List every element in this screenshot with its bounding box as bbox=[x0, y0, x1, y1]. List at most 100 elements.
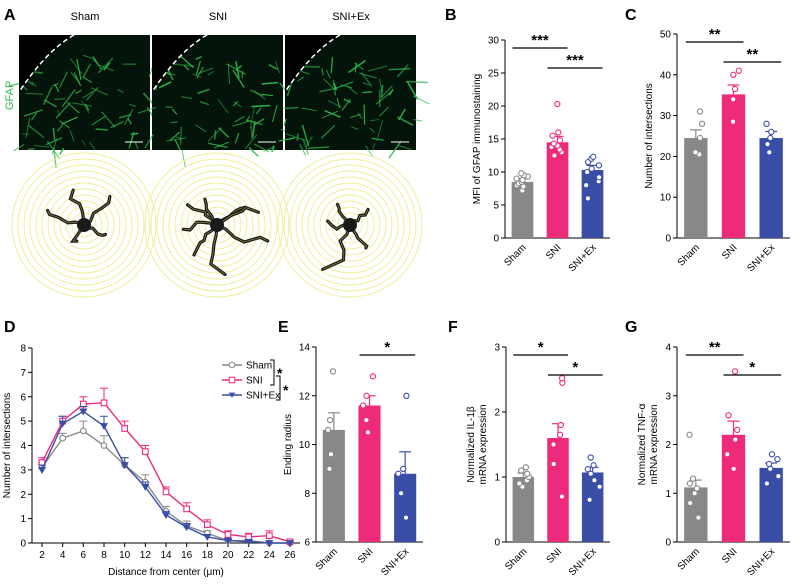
significance-stars: * bbox=[538, 339, 544, 356]
significance-bracket bbox=[270, 359, 275, 386]
bar-sni-ex bbox=[759, 138, 783, 238]
gfap-fiber bbox=[69, 129, 75, 142]
data-point bbox=[326, 416, 334, 424]
gfap-fiber bbox=[301, 107, 317, 112]
y-tick-label: 3 bbox=[494, 343, 500, 354]
data-point bbox=[100, 399, 108, 407]
data-point bbox=[591, 477, 598, 484]
sholl-ring bbox=[325, 200, 375, 250]
panel-label-g: G bbox=[625, 319, 637, 336]
data-point bbox=[695, 514, 702, 521]
data-point bbox=[100, 442, 108, 449]
gfap-fiber bbox=[28, 124, 45, 139]
panel-label-c: C bbox=[625, 7, 637, 24]
y-tick-label: 1 bbox=[20, 514, 26, 525]
y-axis-label-line-2: mRNA expression bbox=[649, 404, 660, 484]
x-tick-label: Sham bbox=[502, 242, 528, 268]
bar-sni-ex bbox=[759, 467, 783, 542]
gfap-fiber bbox=[25, 92, 44, 95]
gfap-fiber bbox=[336, 98, 341, 109]
sholl-ring bbox=[168, 176, 266, 274]
data-point bbox=[686, 431, 693, 438]
series-line bbox=[41, 410, 290, 544]
gfap-fiber bbox=[405, 80, 428, 84]
panel-label-d: D bbox=[4, 319, 16, 336]
significance-stars: * bbox=[749, 359, 755, 376]
y-tick-label: 4 bbox=[665, 343, 671, 354]
gfap-fiber bbox=[227, 64, 230, 84]
bar-sni bbox=[547, 438, 569, 542]
data-point bbox=[183, 505, 191, 513]
data-point bbox=[58, 420, 67, 428]
gfap-fiber bbox=[195, 124, 207, 133]
data-point bbox=[203, 521, 211, 529]
data-point bbox=[730, 96, 737, 103]
gfap-fiber bbox=[61, 89, 76, 107]
data-point bbox=[595, 174, 603, 181]
gfap-fiber bbox=[57, 109, 61, 117]
gfap-fiber bbox=[268, 63, 278, 70]
significance-stars: ** bbox=[709, 339, 721, 356]
gfap-fiber bbox=[234, 132, 240, 144]
gfap-fiber bbox=[110, 120, 124, 129]
gfap-fiber bbox=[297, 76, 305, 82]
tissue-boundary-dashed-line bbox=[18, 34, 75, 93]
gfap-fiber bbox=[274, 60, 281, 74]
data-point bbox=[395, 470, 402, 477]
gfap-fiber bbox=[278, 137, 295, 142]
gfap-fiber bbox=[350, 113, 361, 118]
gfap-fiber bbox=[249, 107, 255, 129]
data-point bbox=[596, 483, 603, 490]
gfap-fiber bbox=[351, 126, 359, 130]
gfap-fiber bbox=[42, 86, 53, 106]
data-point bbox=[402, 514, 410, 521]
gfap-fiber bbox=[58, 119, 70, 129]
data-point bbox=[327, 451, 335, 458]
legend-marker bbox=[228, 376, 236, 384]
gfap-fiber bbox=[207, 142, 228, 149]
gfap-fiber bbox=[98, 64, 114, 72]
gfap-fiber bbox=[8, 82, 20, 87]
bar-sham bbox=[684, 138, 708, 238]
data-point bbox=[550, 441, 557, 448]
gfap-fiber bbox=[83, 54, 96, 60]
gfap-fiber bbox=[13, 143, 25, 152]
data-point bbox=[730, 71, 737, 78]
sholl-ring bbox=[186, 194, 248, 256]
x-tick-label: SNI bbox=[544, 242, 564, 262]
data-point bbox=[696, 134, 704, 142]
gfap-fiber bbox=[232, 69, 245, 88]
gfap-fiber bbox=[283, 107, 299, 109]
data-point bbox=[588, 165, 595, 172]
significance-star: * bbox=[277, 365, 283, 381]
gfap-fiber bbox=[199, 101, 209, 106]
legend-marker bbox=[228, 392, 236, 398]
bar-sni bbox=[721, 434, 746, 542]
data-point bbox=[397, 490, 405, 497]
data-point bbox=[729, 118, 737, 125]
gfap-fiber bbox=[56, 124, 64, 132]
sholl-ring bbox=[319, 194, 381, 256]
y-tick-label: 14 bbox=[299, 343, 311, 354]
gfap-fiber bbox=[346, 85, 358, 95]
data-point bbox=[774, 455, 781, 463]
gfap-fiber bbox=[75, 89, 82, 95]
gfap-fiber bbox=[73, 72, 82, 87]
gfap-fiber bbox=[101, 111, 116, 128]
gfap-fiber bbox=[262, 146, 276, 153]
gfap-fiber bbox=[296, 133, 299, 141]
data-point bbox=[550, 460, 557, 468]
gfap-fiber bbox=[396, 116, 414, 126]
y-tick-label: 10 bbox=[488, 168, 500, 179]
series-sni-ex bbox=[37, 406, 295, 547]
data-point bbox=[584, 168, 591, 176]
data-point bbox=[121, 425, 129, 432]
data-point bbox=[689, 475, 697, 482]
sholl-ring bbox=[283, 158, 417, 292]
gfap-fiber bbox=[181, 149, 186, 167]
gfap-fiber bbox=[45, 137, 63, 146]
data-point bbox=[731, 368, 739, 375]
data-point bbox=[692, 149, 699, 156]
bar-sni bbox=[358, 405, 381, 542]
